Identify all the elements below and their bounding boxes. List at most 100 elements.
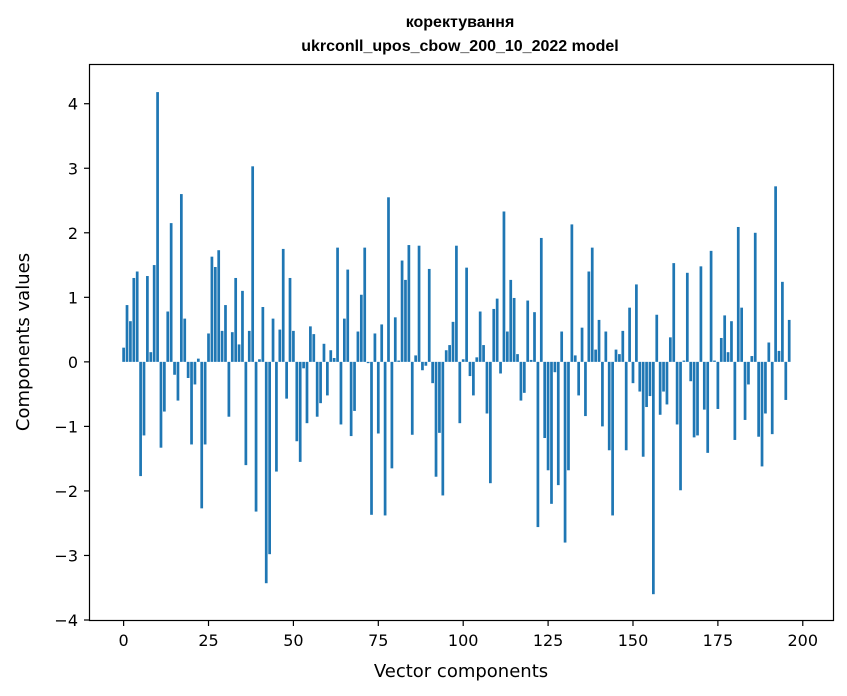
bar-67 <box>349 361 353 437</box>
bar-26 <box>210 256 214 362</box>
bar-147 <box>621 330 625 362</box>
bar-60 <box>326 361 329 396</box>
bar-75 <box>376 361 380 434</box>
bar-118 <box>522 361 526 393</box>
bar-15 <box>173 361 176 375</box>
bar-181 <box>736 226 740 362</box>
bar-112 <box>502 211 506 362</box>
bar-89 <box>424 361 428 366</box>
bar-74 <box>373 333 377 362</box>
bar-156 <box>652 361 655 595</box>
bar-5 <box>139 361 142 477</box>
bar-138 <box>590 247 594 362</box>
bar-81 <box>397 360 401 362</box>
x-axis-label: Vector components <box>374 661 548 682</box>
bar-50 <box>292 330 295 362</box>
bar-82 <box>400 260 404 362</box>
bar-99 <box>458 361 462 424</box>
bar-58 <box>319 361 322 404</box>
bar-94 <box>441 361 445 496</box>
bar-109 <box>492 308 496 362</box>
bar-20 <box>190 361 193 445</box>
bar-51 <box>295 361 299 442</box>
bar-14 <box>169 223 173 362</box>
bar-59 <box>322 343 326 362</box>
bar-142 <box>604 331 608 362</box>
bar-193 <box>777 350 781 362</box>
bar-184 <box>747 361 750 385</box>
chart-title: коректування <box>406 14 515 31</box>
bar-98 <box>455 245 458 362</box>
bar-95 <box>444 350 448 362</box>
bar-105 <box>478 311 482 362</box>
bar-137 <box>587 271 591 362</box>
bar-101 <box>465 267 468 362</box>
bar-44 <box>271 318 275 362</box>
bar-29 <box>220 330 224 362</box>
bar-128 <box>556 361 560 486</box>
bar-192 <box>774 186 777 362</box>
bar-126 <box>550 361 553 504</box>
bar-155 <box>648 361 652 397</box>
bar-86 <box>414 355 418 362</box>
bar-106 <box>482 345 485 362</box>
bar-2 <box>129 321 132 362</box>
bar-182 <box>740 307 744 362</box>
bar-169 <box>696 361 699 436</box>
y-axis-label: Components values <box>13 253 34 431</box>
bar-159 <box>662 361 665 392</box>
bar-33 <box>234 277 238 362</box>
bar-170 <box>699 266 703 362</box>
x-tick-label: 100 <box>448 631 479 650</box>
bar-188 <box>760 361 764 467</box>
bar-110 <box>495 298 499 362</box>
bar-124 <box>543 361 547 439</box>
bar-195 <box>784 361 788 400</box>
bar-185 <box>750 356 754 362</box>
bar-47 <box>281 248 285 362</box>
bar-36 <box>244 361 248 466</box>
bar-76 <box>380 324 384 362</box>
bar-151 <box>635 284 638 362</box>
bar-63 <box>336 247 339 362</box>
bar-176 <box>719 337 723 362</box>
bar-73 <box>370 361 373 515</box>
bar-41 <box>261 307 265 362</box>
bar-178 <box>726 352 730 362</box>
bar-91 <box>431 361 434 384</box>
bar-179 <box>730 321 733 362</box>
bar-66 <box>346 269 350 362</box>
bar-46 <box>278 329 282 362</box>
bar-28 <box>217 250 221 362</box>
bar-163 <box>675 361 679 425</box>
bar-168 <box>692 361 696 438</box>
bar-93 <box>438 361 441 433</box>
bar-92 <box>434 361 438 477</box>
bar-35 <box>241 290 244 362</box>
bar-9 <box>152 265 156 362</box>
bar-121 <box>533 312 536 362</box>
bar-186 <box>753 232 757 362</box>
bar-120 <box>529 359 533 362</box>
bar-22 <box>196 358 200 362</box>
bar-30 <box>224 305 227 362</box>
bar-16 <box>176 361 180 401</box>
bar-114 <box>509 279 513 362</box>
bar-149 <box>628 307 631 362</box>
bar-194 <box>781 281 784 362</box>
bar-7 <box>146 276 149 362</box>
y-tick-label: 1 <box>68 288 78 307</box>
bar-127 <box>553 361 557 373</box>
bar-53 <box>302 361 305 369</box>
bar-52 <box>298 361 302 462</box>
bar-187 <box>757 361 760 437</box>
bar-55 <box>309 326 312 362</box>
bar-31 <box>227 361 231 417</box>
bar-113 <box>505 331 509 362</box>
bar-83 <box>404 279 407 362</box>
bar-154 <box>645 361 648 408</box>
bar-102 <box>468 361 472 377</box>
bar-12 <box>163 361 166 412</box>
x-axis-ticks: 0 25 50 75 100 125 150 175 200 <box>119 620 818 650</box>
bar-25 <box>207 333 210 362</box>
